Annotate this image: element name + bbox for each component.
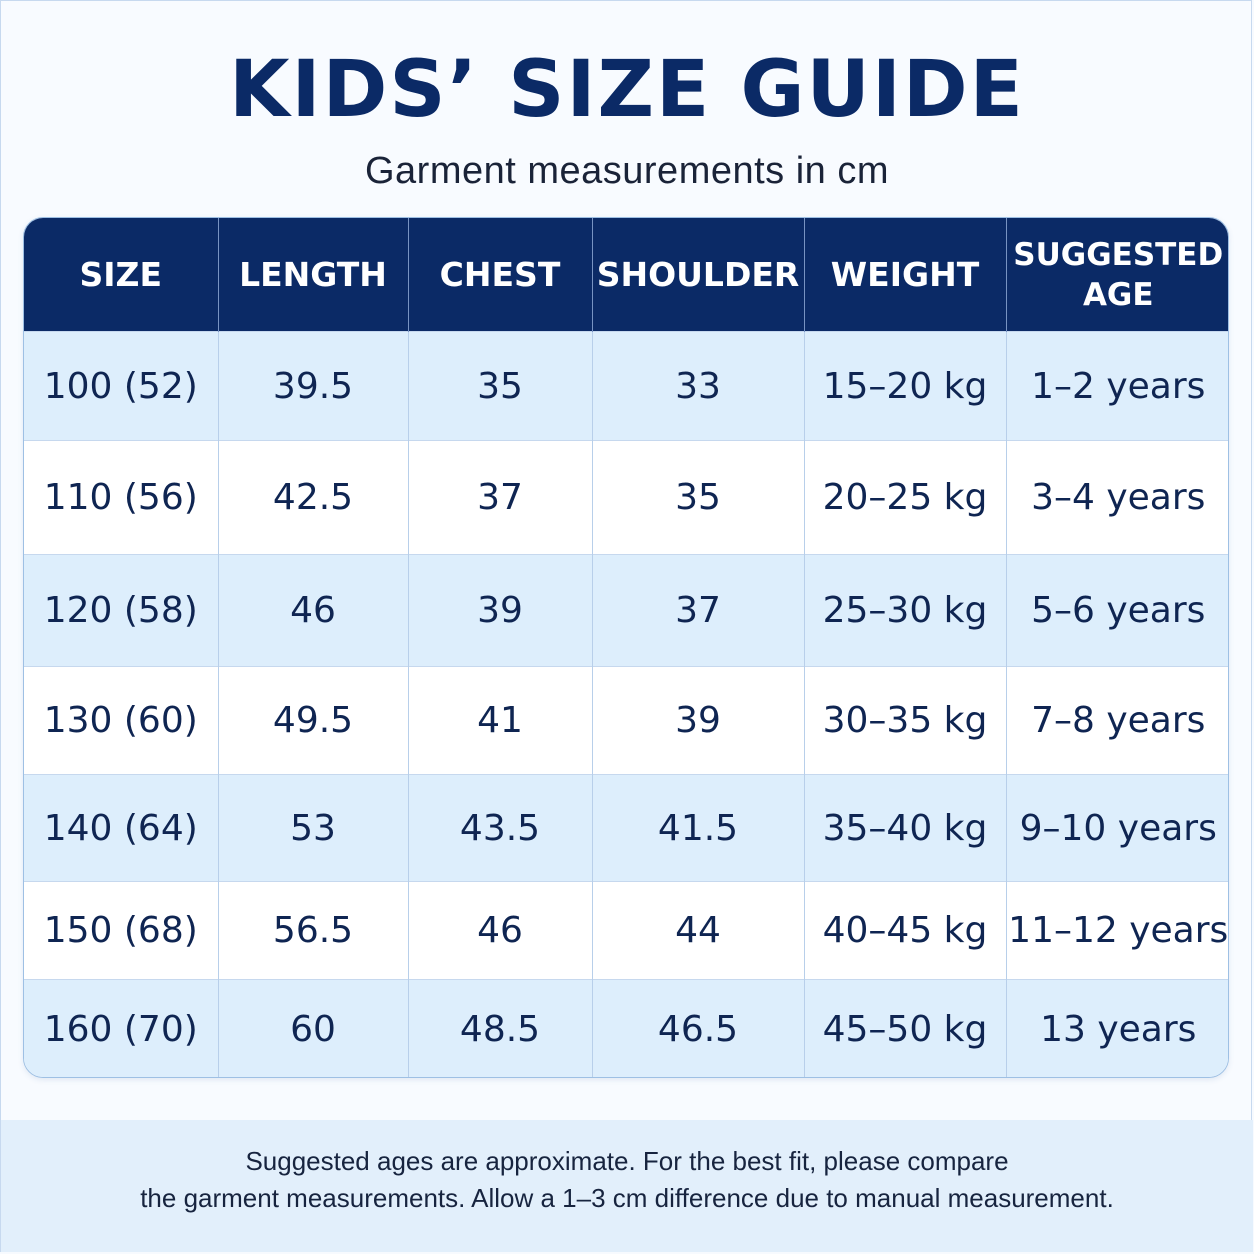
cell-chest: 43.5 <box>407 774 592 882</box>
table-row: 140 (64) 53 43.5 41.5 35–40 kg 9–10 year… <box>24 774 1228 882</box>
table-body: 100 (52) 39.5 35 33 15–20 kg 1–2 years 1… <box>24 331 1228 1077</box>
cell-chest: 48.5 <box>407 979 592 1077</box>
cell-weight: 20–25 kg <box>803 440 1006 555</box>
table-row: 110 (56) 42.5 37 35 20–25 kg 3–4 years <box>24 440 1228 555</box>
header-row: SIZE LENGTH CHEST SHOULDER WEIGHT SUGGES… <box>24 218 1228 332</box>
header-weight: WEIGHT <box>803 218 1006 332</box>
cell-chest: 39 <box>407 554 592 667</box>
cell-weight: 15–20 kg <box>803 331 1006 441</box>
cell-length: 56.5 <box>217 881 408 980</box>
cell-age: 5–6 years <box>1005 554 1228 667</box>
footer-note-line1: Suggested ages are approximate. For the … <box>245 1146 1009 1176</box>
header-shoulder: SHOULDER <box>591 218 804 332</box>
cell-size: 100 (52) <box>24 331 218 441</box>
table-row: 130 (60) 49.5 41 39 30–35 kg 7–8 years <box>24 666 1228 775</box>
cell-size: 160 (70) <box>24 979 218 1077</box>
header-suggested-age: SUGGESTED AGE <box>1005 218 1228 332</box>
cell-shoulder: 35 <box>591 440 804 555</box>
page-subtitle: Garment measurements in cm <box>364 150 890 192</box>
cell-length: 39.5 <box>217 331 408 441</box>
header-chest: CHEST <box>407 218 592 332</box>
cell-age: 7–8 years <box>1005 666 1228 775</box>
table-header: SIZE LENGTH CHEST SHOULDER WEIGHT SUGGES… <box>24 218 1228 332</box>
cell-length: 49.5 <box>217 666 408 775</box>
cell-weight: 45–50 kg <box>803 979 1006 1077</box>
cell-age: 13 years <box>1005 979 1228 1077</box>
header-length: LENGTH <box>217 218 408 332</box>
cell-length: 46 <box>217 554 408 667</box>
header-suggested-age-line1: SUGGESTED <box>1013 236 1224 273</box>
cell-weight: 35–40 kg <box>803 774 1006 882</box>
cell-age: 9–10 years <box>1005 774 1228 882</box>
size-table: SIZE LENGTH CHEST SHOULDER WEIGHT SUGGES… <box>24 218 1228 1077</box>
cell-weight: 40–45 kg <box>803 881 1006 980</box>
table-row: 120 (58) 46 39 37 25–30 kg 5–6 years <box>24 554 1228 667</box>
footer-note-line2: the garment measurements. Allow a 1–3 cm… <box>140 1183 1114 1213</box>
cell-shoulder: 33 <box>591 331 804 441</box>
cell-length: 53 <box>217 774 408 882</box>
cell-chest: 46 <box>407 881 592 980</box>
footer-note: Suggested ages are approximate. For the … <box>0 1143 1254 1217</box>
cell-size: 120 (58) <box>24 554 218 667</box>
size-table-container: SIZE LENGTH CHEST SHOULDER WEIGHT SUGGES… <box>23 217 1229 1078</box>
header-suggested-age-line2: AGE <box>1082 276 1154 313</box>
cell-chest: 35 <box>407 331 592 441</box>
cell-weight: 25–30 kg <box>803 554 1006 667</box>
table-row: 100 (52) 39.5 35 33 15–20 kg 1–2 years <box>24 331 1228 441</box>
header-size: SIZE <box>24 218 218 332</box>
cell-weight: 30–35 kg <box>803 666 1006 775</box>
cell-shoulder: 46.5 <box>591 979 804 1077</box>
cell-size: 130 (60) <box>24 666 218 775</box>
cell-chest: 41 <box>407 666 592 775</box>
cell-shoulder: 39 <box>591 666 804 775</box>
cell-size: 110 (56) <box>24 440 218 555</box>
cell-age: 1–2 years <box>1005 331 1228 441</box>
cell-shoulder: 44 <box>591 881 804 980</box>
cell-age: 11–12 years <box>1005 881 1228 980</box>
footer-band <box>1 1120 1253 1252</box>
cell-age: 3–4 years <box>1005 440 1228 555</box>
cell-size: 140 (64) <box>24 774 218 882</box>
table-row: 150 (68) 56.5 46 44 40–45 kg 11–12 years <box>24 881 1228 980</box>
table-row: 160 (70) 60 48.5 46.5 45–50 kg 13 years <box>24 979 1228 1077</box>
cell-size: 150 (68) <box>24 881 218 980</box>
cell-chest: 37 <box>407 440 592 555</box>
cell-length: 42.5 <box>217 440 408 555</box>
cell-shoulder: 37 <box>591 554 804 667</box>
page-title: KIDS’ SIZE GUIDE <box>229 45 1025 135</box>
cell-shoulder: 41.5 <box>591 774 804 882</box>
cell-length: 60 <box>217 979 408 1077</box>
